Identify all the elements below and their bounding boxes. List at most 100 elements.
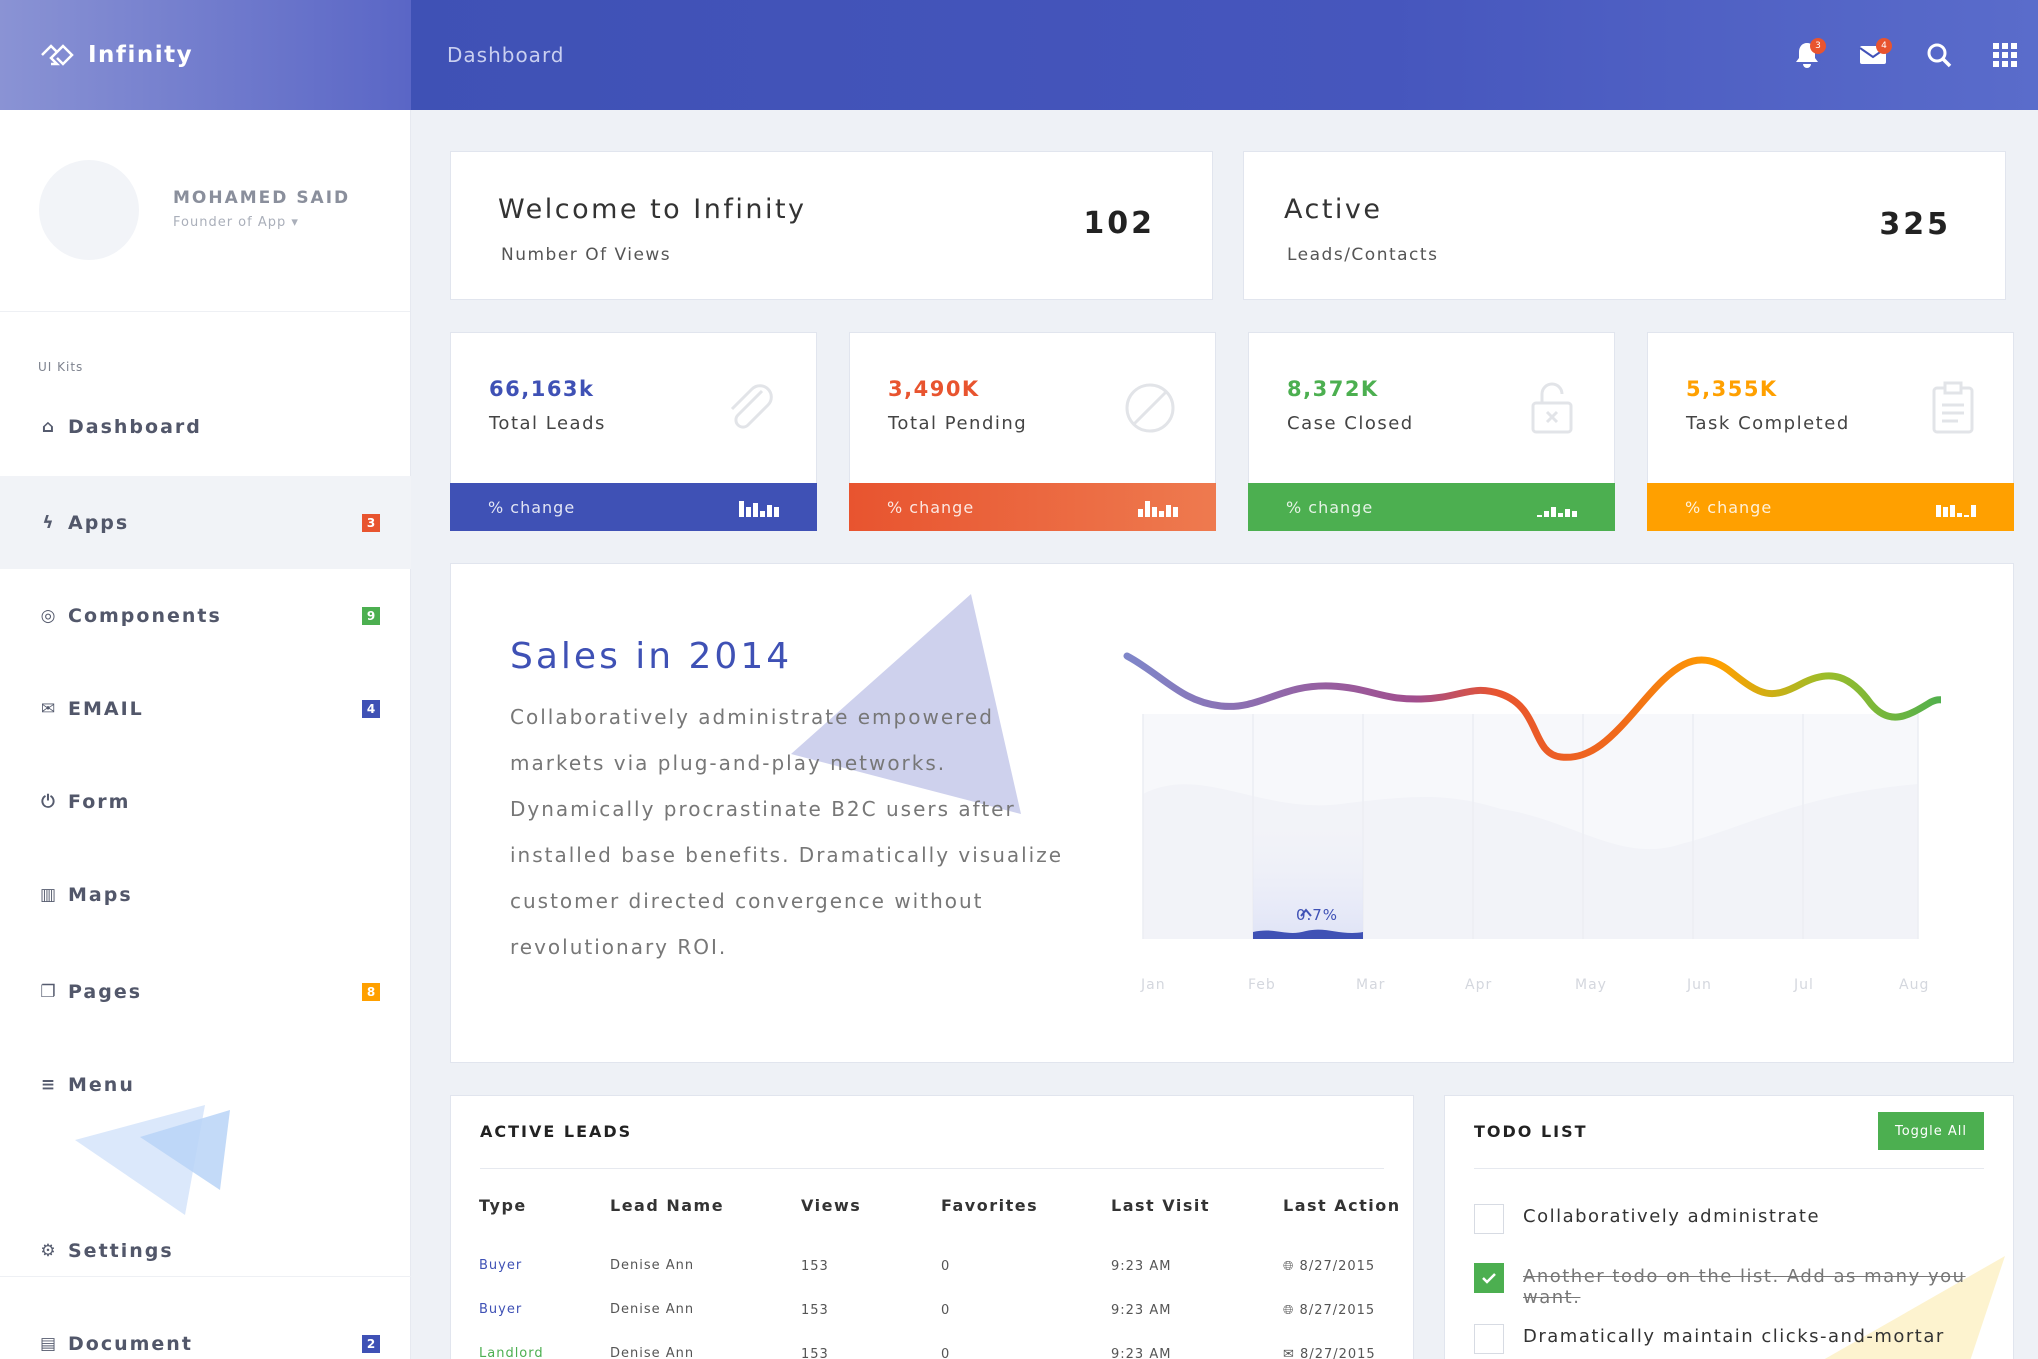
todo-item-text: Another todo on the list. Add as many yo…	[1523, 1266, 1966, 1308]
mini-bar-chart	[1936, 505, 1976, 517]
document-count-badge: 2	[362, 1334, 380, 1353]
welcome-card: Welcome to Infinity Number Of Views 102	[450, 151, 1213, 300]
search-button[interactable]	[1906, 0, 1972, 110]
highlight-wave	[1253, 929, 1363, 939]
lead-last-action: ✉ 8/27/2015	[1283, 1347, 1376, 1359]
todo-item-text: Dramatically maintain clicks-and-mortar	[1523, 1326, 1945, 1347]
chevron-up-icon	[1300, 908, 1312, 917]
column-header[interactable]: Last Visit	[1111, 1196, 1210, 1215]
column-header[interactable]: Type	[479, 1196, 527, 1215]
lead-views: 153	[801, 1259, 829, 1274]
column-header[interactable]: Favorites	[941, 1196, 1039, 1215]
sidebar-item-label: Menu	[68, 1073, 135, 1096]
lead-views: 153	[801, 1347, 829, 1359]
lead-favorites: 0	[941, 1347, 951, 1359]
lead-last-action: 🌐︎ 8/27/2015	[1283, 1303, 1376, 1318]
decorative-triangle-purple	[791, 594, 1021, 814]
active-leads-panel: ACTIVE LEADS Type Lead Name Views Favori…	[450, 1095, 1414, 1359]
stat-card-case-closed[interactable]: 8,372K Case Closed % change	[1248, 332, 1615, 531]
stat-footer: % change	[1647, 483, 2014, 531]
stat-card-total-leads[interactable]: 66,163k Total Leads % change	[450, 332, 817, 531]
stat-card-task-completed[interactable]: 5,355K Task Completed % change	[1647, 332, 2014, 531]
grid-icon	[1993, 43, 2017, 67]
todo-item-text: Collaboratively administrate	[1523, 1206, 1821, 1227]
sidebar-item-label: Components	[68, 604, 222, 627]
chart-highlight-column	[1253, 824, 1363, 939]
todo-checkbox[interactable]	[1474, 1204, 1504, 1234]
stat-label: Case Closed	[1287, 413, 1414, 434]
breadcrumb: Dashboard	[447, 43, 565, 67]
sidebar-item-menu[interactable]: ≡ Menu	[0, 1038, 411, 1131]
globe-icon: 🌐︎	[1283, 1259, 1295, 1274]
column-header[interactable]: Lead Name	[610, 1196, 725, 1215]
app-brand[interactable]: Infinity	[0, 0, 411, 110]
lead-name: Denise Ann	[610, 1346, 695, 1359]
toggle-all-button[interactable]: Toggle All	[1878, 1112, 1984, 1150]
x-axis-label: Jul	[1794, 977, 1814, 993]
notifications-button[interactable]: 3	[1774, 0, 1840, 110]
user-name: MOHAMED SAID	[173, 188, 351, 208]
sidebar-item-email[interactable]: ✉ EMAIL 4	[0, 662, 411, 755]
active-leads-card: Active Leads/Contacts 325	[1243, 151, 2006, 300]
infinity-logo-icon	[41, 44, 74, 66]
sidebar: MOHAMED SAID Founder of App ▾ UI Kits ⌂ D…	[0, 110, 411, 1359]
ban-icon	[1125, 383, 1175, 433]
sidebar-item-document[interactable]: ▤ Document 2	[0, 1297, 411, 1359]
sales-title: Sales in 2014	[510, 636, 793, 677]
column-header[interactable]: Last Action	[1283, 1196, 1401, 1215]
sidebar-item-label: Dashboard	[68, 415, 202, 438]
sales-line-chart: 0.7%	[1123, 652, 1941, 939]
mini-bar-chart	[1138, 501, 1178, 517]
app-name: Infinity	[88, 42, 194, 68]
sidebar-item-form[interactable]: ⏻ Form	[0, 755, 411, 848]
top-bar: Dashboard 3 4	[411, 0, 2038, 110]
sidebar-item-dashboard[interactable]: ⌂ Dashboard	[0, 380, 411, 473]
x-axis-label: Feb	[1248, 977, 1276, 993]
apps-count-badge: 3	[362, 513, 380, 532]
panel-title: TODO LIST	[1474, 1122, 1588, 1141]
stat-change-label: % change	[887, 497, 975, 517]
panel-divider	[1474, 1168, 1984, 1169]
x-axis-label: Aug	[1899, 977, 1930, 993]
sidebar-item-apps[interactable]: ϟ Apps 3	[0, 476, 411, 569]
stat-label: Total Pending	[888, 413, 1028, 434]
sidebar-item-maps[interactable]: ▥ Maps	[0, 848, 411, 941]
lead-type: Landlord	[479, 1346, 544, 1359]
stat-card-total-pending[interactable]: 3,490K Total Pending % change	[849, 332, 1216, 531]
sidebar-item-components[interactable]: ◎ Components 9	[0, 569, 411, 662]
bolt-icon: ϟ	[42, 512, 56, 533]
x-axis-label: Apr	[1465, 977, 1493, 993]
todo-checkbox-checked[interactable]	[1474, 1263, 1504, 1293]
stat-value: 5,355K	[1686, 377, 1778, 401]
user-profile: MOHAMED SAID Founder of App ▾	[0, 110, 410, 312]
lead-last-visit: 9:23 AM	[1111, 1347, 1172, 1359]
envelope-icon: ✉	[1283, 1347, 1295, 1359]
column-header[interactable]: Views	[801, 1196, 862, 1215]
stat-footer: % change	[1248, 483, 1615, 531]
gear-icon: ⚙	[40, 1240, 58, 1261]
notifications-badge: 3	[1810, 38, 1826, 54]
document-icon: ▤	[40, 1333, 59, 1354]
sidebar-item-settings[interactable]: ⚙ Settings	[0, 1204, 411, 1297]
stat-label: Task Completed	[1686, 413, 1850, 434]
apps-grid-button[interactable]	[1972, 0, 2038, 110]
map-icon: ▥	[40, 884, 59, 905]
welcome-subtitle: Number Of Views	[501, 245, 672, 265]
stat-value: 66,163k	[489, 377, 595, 401]
avatar[interactable]	[39, 160, 139, 260]
lead-favorites: 0	[941, 1259, 951, 1274]
x-axis-label: Mar	[1356, 977, 1386, 993]
user-role-dropdown[interactable]: Founder of App ▾	[173, 215, 299, 230]
todo-checkbox[interactable]	[1474, 1324, 1504, 1354]
views-count: 102	[1083, 206, 1155, 241]
sales-description: Collaboratively administrate empowered m…	[510, 705, 1064, 959]
stat-label: Total Leads	[489, 413, 606, 434]
copy-icon: ❐	[40, 981, 58, 1002]
sidebar-item-label: Settings	[68, 1239, 174, 1262]
lead-last-visit: 9:23 AM	[1111, 1303, 1172, 1318]
messages-button[interactable]: 4	[1840, 0, 1906, 110]
decorative-triangle-yellow	[1824, 1256, 2005, 1359]
nav-section-label: UI Kits	[38, 360, 84, 374]
clipboard-icon	[1932, 381, 1974, 434]
sidebar-item-pages[interactable]: ❐ Pages 8	[0, 945, 411, 1038]
